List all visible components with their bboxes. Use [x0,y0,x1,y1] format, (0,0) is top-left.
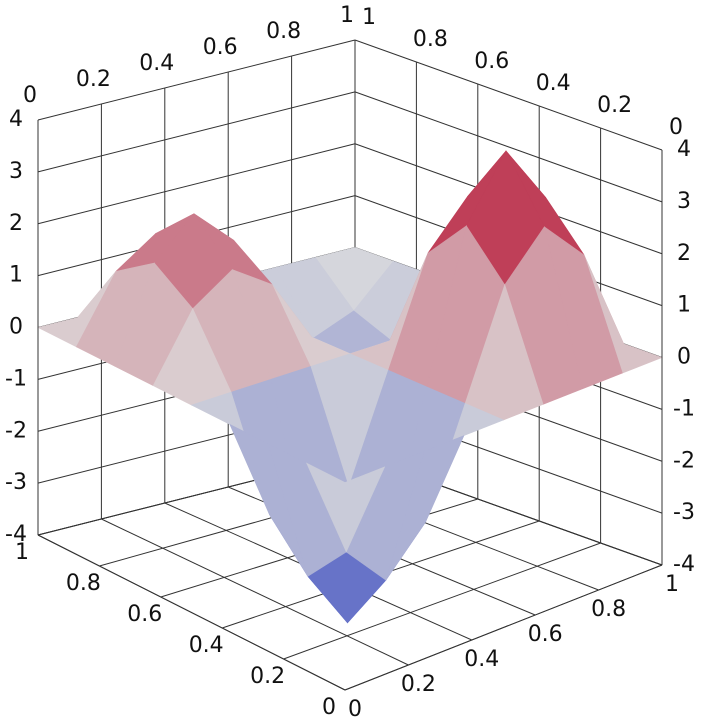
z-tick-label: -2 [5,418,27,443]
x-tick-label: 0 [23,83,37,108]
z-tick-label: 2 [9,211,23,236]
z-tick-label: 4 [9,107,23,132]
x-tick-label: 0.6 [203,35,238,60]
z-tick-label: -1 [5,366,27,391]
grid-line [37,91,356,173]
z-tick-label: -2 [673,448,695,473]
z-tick-label: -4 [673,552,695,577]
y-tick-label: 1 [362,5,376,30]
z-tick-label: 1 [677,293,691,318]
y-tick-label: 0.8 [413,27,448,52]
z-tick-label: -1 [673,396,695,421]
x-tick-label: 0.4 [464,647,499,672]
y-tick-label: 1 [15,540,29,565]
y-tick-label: 0.2 [597,93,632,118]
y-tick-label: 0.6 [127,602,162,627]
y-tick-label: 0.6 [474,49,509,74]
z-tick-label: 1 [9,263,23,288]
z-tick-label: -3 [673,500,695,525]
axis-edge [37,534,346,691]
x-tick-label: 0.8 [266,19,301,44]
x-tick-label: 0.4 [139,51,174,76]
z-tick-label: 0 [677,345,691,370]
x-tick-label: 0.2 [76,67,111,92]
x-tick-label: 0.2 [401,672,436,697]
z-tick-label: 4 [677,137,691,162]
surface-cell [306,462,386,553]
z-tick-label: -3 [5,470,27,495]
x-tick-label: 0.8 [591,597,626,622]
x-tick-label: 1 [340,3,354,28]
grid-line [101,518,409,666]
z-tick-label: 3 [9,159,23,184]
grid-line [37,39,356,121]
y-tick-label: 0.8 [66,571,101,596]
grid-line [283,542,601,660]
y-tick-label: 0.4 [189,633,224,658]
z-tick-label: 0 [9,315,23,340]
grid-line [354,39,663,151]
axis-edge [344,564,663,691]
x-tick-label: 1 [665,572,679,597]
y-tick-label: 0 [669,115,683,140]
z-tick-label: -4 [5,522,27,547]
z-tick-label: 2 [677,241,691,266]
z-tick-label: 3 [677,189,691,214]
x-tick-label: 0 [348,697,362,722]
grid-line [37,143,356,225]
y-tick-label: 0.4 [536,71,571,96]
y-tick-label: 0.2 [250,664,285,689]
x-tick-label: 0.6 [528,622,563,647]
y-tick-label: 0 [322,695,336,720]
grid-line [354,91,663,203]
